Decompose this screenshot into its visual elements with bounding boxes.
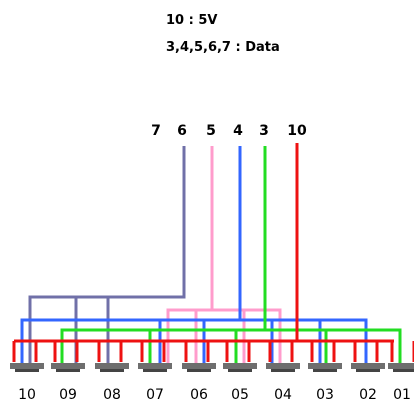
wire-label-6: 6 xyxy=(177,123,187,139)
pin-02-connector xyxy=(351,363,385,369)
pin-04-connector-base xyxy=(271,369,295,372)
pin-06-connector-base xyxy=(187,369,211,372)
pin-09-connector xyxy=(51,363,85,369)
pin-04-connector xyxy=(266,363,300,369)
pin-01-connector xyxy=(388,363,414,369)
pin-label-09: 09 xyxy=(59,387,77,403)
pin-03-connector xyxy=(308,363,342,369)
wire-3-bus xyxy=(265,328,402,364)
wire-label-3: 3 xyxy=(259,123,269,139)
pin-07-connector xyxy=(138,363,172,369)
pin-05-connector-base xyxy=(228,369,252,372)
wire-5 xyxy=(166,146,214,364)
wire-label-5: 5 xyxy=(206,123,216,139)
pin-07-connector-base xyxy=(143,369,167,372)
pin-01-connector-base xyxy=(393,369,414,372)
pin-label-02: 02 xyxy=(359,387,377,403)
pin-02-connector-base xyxy=(356,369,380,372)
wire-label-10: 10 xyxy=(287,123,307,139)
pin-label-04: 04 xyxy=(274,387,292,403)
pin-label-08: 08 xyxy=(103,387,121,403)
pin-label-10: 10 xyxy=(18,387,36,403)
pin-label-01: 01 xyxy=(393,387,411,403)
wire-label-7: 7 xyxy=(151,123,161,139)
pin-09-connector-base xyxy=(56,369,80,372)
pin-label-06: 06 xyxy=(190,387,208,403)
legend-power: 10 : 5V xyxy=(166,13,217,28)
pin-05-connector xyxy=(223,363,257,369)
pin-10-connector-base xyxy=(15,369,39,372)
pin-08-connector xyxy=(95,363,129,369)
pin-label-03: 03 xyxy=(316,387,334,403)
pin-08-connector-base xyxy=(100,369,124,372)
wire-5-bus xyxy=(212,308,282,364)
pin-06-connector xyxy=(182,363,216,369)
wire-label-4: 4 xyxy=(233,123,243,139)
pin-10-connector xyxy=(10,363,44,369)
wire-3 xyxy=(60,146,267,364)
legend-data: 3,4,5,6,7 : Data xyxy=(166,40,280,55)
wire-4-bus xyxy=(240,318,368,364)
pin-03-connector-base xyxy=(313,369,337,372)
pin-label-07: 07 xyxy=(146,387,164,403)
pin-label-05: 05 xyxy=(231,387,249,403)
